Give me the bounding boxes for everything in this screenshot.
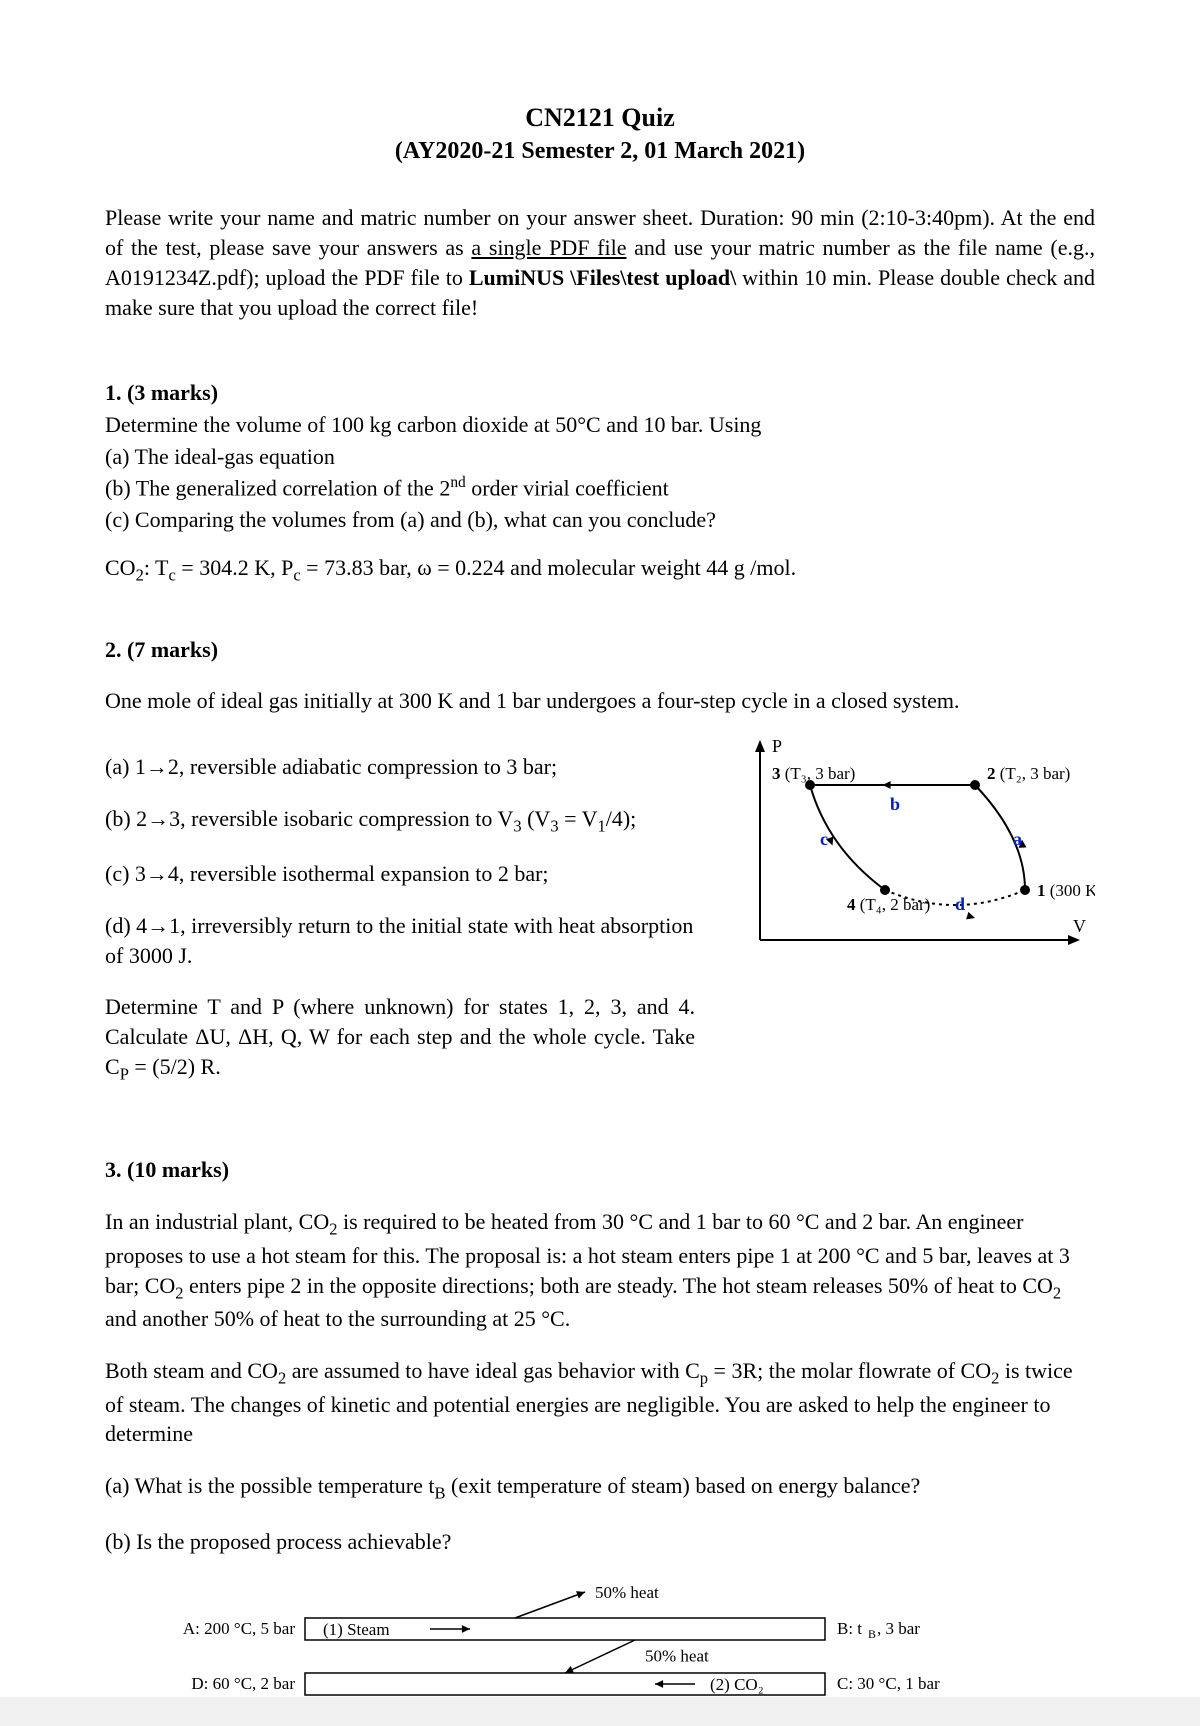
q3-p1-s3: 2 bbox=[1053, 1283, 1061, 1302]
q2-b-mid: (V bbox=[522, 806, 551, 831]
q1-b-sup: nd bbox=[450, 474, 465, 491]
q2-head: 2. (7 marks) bbox=[105, 635, 1095, 665]
q2-intro: One mole of ideal gas initially at 300 K… bbox=[105, 686, 1095, 716]
q3-p2-c: = 3R; the molar flowrate of CO bbox=[708, 1358, 991, 1383]
q2-b-post: /4); bbox=[606, 806, 637, 831]
q1-b-post: order virial coefficient bbox=[466, 476, 669, 501]
q2-b-eq: = V bbox=[559, 806, 598, 831]
q2-b-s2: 3 bbox=[550, 816, 558, 835]
svg-text:4 (T₄, 2 bar): 4 (T₄, 2 bar) bbox=[847, 895, 930, 914]
flow-diagram: A: 200 °C, 5 bar B: t B, 3 bar D: 60 °C, 2 … bbox=[145, 1578, 965, 1718]
question-3: 3. (10 marks) In an industrial plant, CO… bbox=[105, 1155, 1095, 1718]
quiz-subtitle: (AY2020-21 Semester 2, 01 March 2021) bbox=[105, 135, 1095, 167]
svg-text:d: d bbox=[955, 894, 965, 914]
q3-p1-s1: 2 bbox=[329, 1220, 337, 1239]
q1-b: (b) The generalized correlation of the 2… bbox=[105, 473, 1095, 503]
svg-text:B: B bbox=[868, 1627, 876, 1641]
svg-text:C: 30 °C, 1 bar: C: 30 °C, 1 bar bbox=[837, 1674, 940, 1693]
q3-p2-b: are assumed to have ideal gas behavior w… bbox=[286, 1358, 700, 1383]
svg-text:b: b bbox=[890, 794, 900, 814]
q3-p1-d: and another 50% of heat to the surroundi… bbox=[105, 1306, 570, 1331]
q1-head: 1. (3 marks) bbox=[105, 378, 1095, 408]
q1-line1: Determine the volume of 100 kg carbon di… bbox=[105, 410, 1095, 440]
q2-task-post: = (5/2) R. bbox=[129, 1054, 221, 1079]
intro-bold: LumiNUS \Files\test upload\ bbox=[469, 265, 736, 290]
q1-data-c2: c bbox=[293, 565, 300, 584]
svg-text:D: 60 °C, 2 bar: D: 60 °C, 2 bar bbox=[191, 1674, 295, 1693]
svg-text:a: a bbox=[1013, 829, 1022, 849]
q2-b-s3: 1 bbox=[597, 816, 605, 835]
q3-p2-sub: p bbox=[700, 1368, 708, 1387]
q1-data-eq1: = 304.2 K, P bbox=[176, 555, 294, 580]
svg-text:B: t: B: t bbox=[837, 1619, 862, 1638]
q1-data-mid: : T bbox=[144, 555, 169, 580]
svg-text:, 3 bar: , 3 bar bbox=[877, 1619, 920, 1638]
svg-text:2 (T₂, 3 bar): 2 (T₂, 3 bar) bbox=[987, 764, 1070, 783]
q3-p1-c: enters pipe 2 in the opposite directions… bbox=[184, 1273, 1053, 1298]
q1-data: CO2: Tc = 304.2 K, Pc = 73.83 bar, ω = 0… bbox=[105, 553, 1095, 587]
q1-data-eq2: = 73.83 bar, ω = 0.224 and molecular wei… bbox=[301, 555, 796, 580]
q2-task-sub: P bbox=[120, 1064, 129, 1083]
svg-text:(1) Steam: (1) Steam bbox=[323, 1620, 390, 1639]
q3-a-sub: B bbox=[434, 1483, 445, 1502]
q3-a-pre: (a) What is the possible temperature t bbox=[105, 1473, 434, 1498]
q3-p1-a: In an industrial plant, CO bbox=[105, 1209, 329, 1234]
svg-text:(2) CO₂: (2) CO₂ bbox=[710, 1675, 764, 1694]
svg-text:A: 200 °C, 5 bar: A: 200 °C, 5 bar bbox=[183, 1619, 295, 1638]
q3-p1: In an industrial plant, CO2 is required … bbox=[105, 1207, 1095, 1334]
q2-text-col: (a) 1→2, reversible adiabatic compressio… bbox=[105, 730, 715, 1107]
svg-text:3 (T₃, 3 bar): 3 (T₃, 3 bar) bbox=[772, 764, 855, 783]
pv-diagram: P Va b c d 1 (300 K, 1 bar) 2 (T₂, 3 bar) 3 (T₃… bbox=[715, 730, 1095, 980]
q2-b: (b) 2→3, reversible isobaric compression… bbox=[105, 804, 695, 838]
header: CN2121 Quiz (AY2020-21 Semester 2, 01 Ma… bbox=[105, 100, 1095, 167]
question-2: 2. (7 marks) One mole of ideal gas initi… bbox=[105, 635, 1095, 1108]
q3-b: (b) Is the proposed process achievable? bbox=[105, 1527, 1095, 1557]
intro-underlined: a single PDF file bbox=[471, 235, 626, 260]
q2-c: (c) 3→4, reversible isothermal expansion… bbox=[105, 859, 695, 889]
q1-a: (a) The ideal-gas equation bbox=[105, 442, 1095, 472]
q1-b-pre: (b) The generalized correlation of the 2 bbox=[105, 476, 450, 501]
q3-p2-a: Both steam and CO bbox=[105, 1358, 278, 1383]
q2-a: (a) 1→2, reversible adiabatic compressio… bbox=[105, 752, 695, 782]
q3-head: 3. (10 marks) bbox=[105, 1155, 1095, 1185]
svg-text:50% heat: 50% heat bbox=[645, 1647, 709, 1666]
q1-data-pre: CO bbox=[105, 555, 136, 580]
svg-text:c: c bbox=[820, 829, 828, 849]
q2-b-s1: 3 bbox=[513, 816, 521, 835]
svg-text:1 (300 K, 1 bar): 1 (300 K, 1 bar) bbox=[1037, 881, 1095, 900]
question-1: 1. (3 marks) Determine the volume of 100… bbox=[105, 378, 1095, 586]
page: CN2121 Quiz (AY2020-21 Semester 2, 01 Ma… bbox=[0, 0, 1200, 1697]
svg-text:P: P bbox=[772, 736, 782, 756]
q2-task: Determine T and P (where unknown) for st… bbox=[105, 992, 695, 1085]
intro-paragraph: Please write your name and matric number… bbox=[105, 203, 1095, 322]
q1-data-sub: 2 bbox=[136, 565, 144, 584]
q1-c: (c) Comparing the volumes from (a) and (… bbox=[105, 505, 1095, 535]
svg-text:50% heat: 50% heat bbox=[595, 1583, 659, 1602]
q3-p2: Both steam and CO2 are assumed to have i… bbox=[105, 1356, 1095, 1449]
q3-a: (a) What is the possible temperature tB … bbox=[105, 1471, 1095, 1505]
quiz-title: CN2121 Quiz bbox=[105, 100, 1095, 135]
q2-d: (d) 4→1, irreversibly return to the init… bbox=[105, 911, 695, 970]
svg-text:V: V bbox=[1073, 916, 1086, 936]
q1-data-c1: c bbox=[168, 565, 175, 584]
q3-p2-s1: 2 bbox=[278, 1368, 286, 1387]
q3-a-post: (exit temperature of steam) based on ene… bbox=[446, 1473, 921, 1498]
q2-b-pre: (b) 2→3, reversible isobaric compression… bbox=[105, 806, 513, 831]
q3-p1-s2: 2 bbox=[175, 1283, 183, 1302]
